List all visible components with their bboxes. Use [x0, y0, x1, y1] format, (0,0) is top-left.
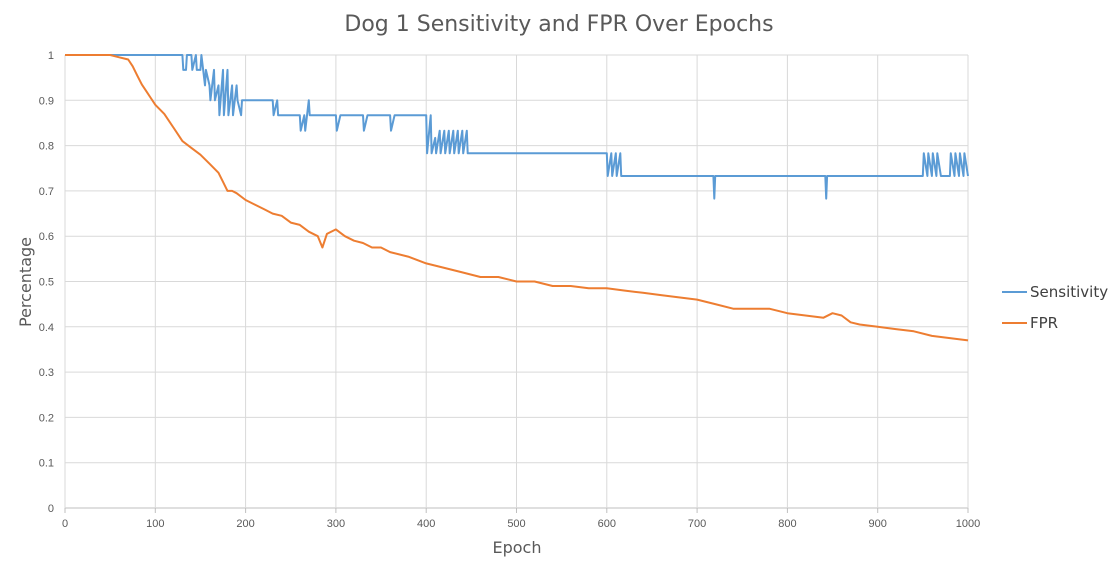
- y-tick-label: 1: [48, 50, 54, 62]
- x-tick-label: 200: [236, 518, 254, 530]
- x-tick-label: 700: [688, 518, 706, 530]
- y-tick-label: 0.6: [39, 231, 54, 243]
- y-axis-title: Percentage: [16, 237, 35, 327]
- x-tick-label: 600: [598, 518, 616, 530]
- y-tick-label: 0.3: [39, 367, 54, 379]
- legend-label: FPR: [1030, 314, 1058, 332]
- y-tick-label: 0.9: [39, 95, 54, 107]
- x-tick-label: 0: [62, 518, 68, 530]
- gridlines: [64, 54, 969, 513]
- legend: Sensitivity FPR: [1002, 283, 1108, 332]
- x-tick-label: 400: [417, 518, 435, 530]
- x-axis-title: Epoch: [493, 538, 542, 557]
- x-tick-label: 1000: [956, 518, 980, 530]
- x-tick-label: 300: [327, 518, 345, 530]
- x-tick-labels: 0 100 200 300 400 500 600 700 800 900 1000: [62, 518, 980, 530]
- y-tick-label: 0.7: [39, 186, 54, 198]
- y-tick-label: 0.1: [39, 458, 54, 470]
- series-line-sensitivity: [65, 54, 969, 200]
- chart-title: Dog 1 Sensitivity and FPR Over Epochs: [344, 12, 773, 37]
- y-tick-label: 0.2: [39, 412, 54, 424]
- y-tick-label: 0.4: [39, 322, 54, 334]
- series-line-fpr: [65, 54, 969, 342]
- x-tick-label: 900: [869, 518, 887, 530]
- x-tick-label: 500: [507, 518, 525, 530]
- y-tick-label: 0.8: [39, 141, 54, 153]
- series-lines: [65, 54, 969, 342]
- legend-label: Sensitivity: [1030, 283, 1108, 301]
- x-tick-label: 800: [778, 518, 796, 530]
- y-tick-label: 0: [48, 503, 54, 515]
- y-tick-label: 0.5: [39, 277, 54, 289]
- y-tick-labels: 0 0.1 0.2 0.3 0.4 0.5 0.6 0.7 0.8 0.9 1: [39, 50, 54, 515]
- x-tick-label: 100: [146, 518, 164, 530]
